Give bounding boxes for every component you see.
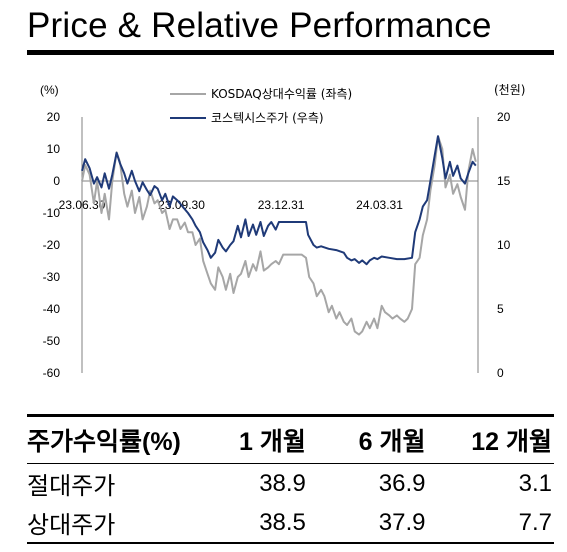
left-tick-label: -50 — [43, 334, 61, 348]
cell-absolute-1m: 38.9 — [259, 469, 306, 497]
table-row: 상대주가 38.5 37.9 7.7 — [27, 503, 554, 543]
left-axis-unit: (%) — [40, 83, 59, 97]
legend-label: KOSDAQ상대수익률 (좌측) — [211, 87, 352, 101]
x-tick-label: 24.03.31 — [356, 198, 403, 212]
title-rule — [27, 50, 554, 55]
returns-table: 주가수익률(%) 1 개월 6 개월 12 개월 절대주가 38.9 36.9 … — [27, 414, 554, 544]
right-tick-label: 0 — [497, 366, 504, 380]
right-tick-label: 20 — [497, 110, 511, 124]
table-header-6m: 6 개월 — [358, 428, 426, 456]
right-tick-label: 5 — [497, 302, 504, 316]
table-header-12m: 12 개월 — [471, 428, 552, 456]
left-tick-label: -30 — [43, 270, 61, 284]
left-tick-label: 10 — [47, 142, 61, 156]
cell-relative-6m: 37.9 — [378, 508, 426, 536]
left-tick-label: -20 — [43, 238, 61, 252]
x-tick-label: 23.06.30 — [59, 198, 106, 212]
left-tick-label: -60 — [43, 366, 61, 380]
left-tick-label: 20 — [47, 110, 61, 124]
left-tick-label: -40 — [43, 302, 61, 316]
table-header-row: 주가수익률(%) 1 개월 6 개월 12 개월 — [27, 415, 554, 464]
kosdaq-relative-line — [81, 135, 477, 336]
left-tick-label: -10 — [43, 206, 61, 220]
left-tick-label: 0 — [53, 174, 60, 188]
cell-absolute-12m: 3.1 — [518, 469, 552, 497]
legend-label: 코스텍시스주가 (우측) — [211, 111, 324, 125]
right-tick-label: 10 — [497, 238, 511, 252]
row-label-relative: 상대주가 — [27, 512, 116, 539]
right-axis-unit: (천원) — [494, 82, 525, 97]
cell-relative-1m: 38.5 — [259, 508, 306, 536]
row-label-absolute: 절대주가 — [27, 473, 116, 500]
table-header-1m: 1 개월 — [239, 428, 306, 456]
table-row: 절대주가 38.9 36.9 3.1 — [27, 464, 554, 504]
cell-absolute-6m: 36.9 — [378, 469, 426, 497]
stock-price-line — [81, 135, 477, 266]
x-tick-label: 23.12.31 — [258, 198, 305, 212]
price-performance-chart: (%) (천원) 20 10 0 -10 -20 -30 -40 -50 -60 20 15 10 5… — [40, 82, 525, 380]
right-tick-label: 15 — [497, 174, 511, 188]
page-title: Price & Relative Performance — [27, 6, 492, 45]
table-header-label: 주가수익률(%) — [27, 428, 181, 456]
cell-relative-12m: 7.7 — [518, 508, 552, 536]
